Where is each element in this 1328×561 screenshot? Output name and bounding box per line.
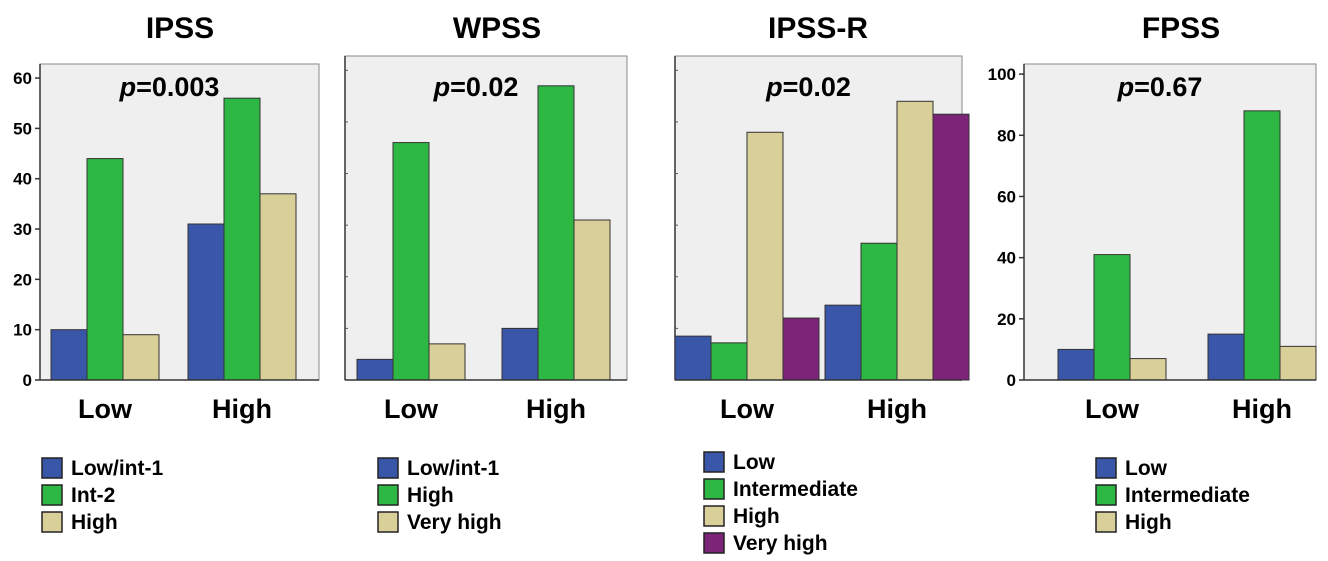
bar-high-1 (223, 97, 261, 381)
chart-title: WPSS (453, 12, 541, 45)
p-value-annotation: p=0.02 (433, 72, 519, 102)
y-tick-label: 20 (997, 310, 1016, 329)
bar-high-0 (1207, 333, 1245, 381)
legend: Low Intermediate High Very high (703, 451, 858, 555)
p-value-annotation: p=0.67 (1117, 72, 1203, 102)
legend-label: High (733, 505, 780, 528)
bar-low-3 (782, 317, 820, 381)
bar-high-1 (1243, 110, 1281, 381)
bar-high-2 (573, 219, 611, 381)
chart-panel-fpss: FPSS p=0.67 0 20 40 60 80 100 Low High Low Intermed… (988, 12, 1317, 534)
bar-high-2 (896, 100, 934, 381)
bar-low-1 (86, 158, 124, 381)
bar-high-0 (187, 223, 225, 381)
legend: Low/int-1 High Very high (377, 457, 502, 534)
legend-swatch (41, 484, 63, 506)
bar-low-1 (710, 342, 748, 381)
legend-swatch (377, 457, 399, 479)
x-tick-label: Low (1085, 394, 1140, 424)
y-tick-label: 0 (23, 371, 32, 390)
legend: Low/int-1 Int-2 High (41, 457, 163, 534)
bar-low-2 (746, 131, 784, 381)
legend-swatch (41, 457, 63, 479)
bar-high-0 (824, 304, 862, 381)
p-value-annotation: p=0.02 (765, 72, 851, 102)
legend: Low Intermediate High (1095, 457, 1250, 534)
chart-title: IPSS-R (768, 12, 868, 45)
legend-label: Intermediate (733, 478, 858, 501)
y-tick-label: 40 (13, 170, 32, 189)
legend-swatch (703, 532, 725, 554)
bar-high-1 (537, 85, 575, 381)
legend-label: Low/int-1 (71, 457, 163, 480)
chart-title: FPSS (1142, 12, 1220, 45)
legend-label: Intermediate (1125, 484, 1250, 507)
x-tick-label: High (867, 394, 927, 424)
y-tick-label: 10 (13, 321, 32, 340)
legend-swatch (1095, 457, 1117, 479)
bar-low-1 (1093, 254, 1131, 381)
y-tick-label: 60 (13, 69, 32, 88)
legend-swatch (377, 484, 399, 506)
legend-swatch (1095, 484, 1117, 506)
legend-label: High (407, 484, 454, 507)
chart-panel-wpss: WPSS p=0.02 Low High Low/int-1 High Very high (344, 12, 628, 534)
legend-swatch (1095, 511, 1117, 533)
bar-high-3 (932, 113, 970, 381)
legend-swatch (41, 511, 63, 533)
y-tick-label: 60 (997, 187, 1016, 206)
bar-low-1 (392, 142, 430, 381)
x-tick-label: High (526, 394, 586, 424)
legend-label: Int-2 (71, 484, 115, 507)
y-tick-label: 50 (13, 119, 32, 138)
bar-low-2 (428, 343, 466, 381)
legend-label: Very high (407, 511, 502, 534)
y-tick-label: 0 (1007, 371, 1016, 390)
y-tick-label: 30 (13, 220, 32, 239)
legend-label: High (1125, 511, 1172, 534)
bar-low-0 (674, 335, 712, 381)
bar-high-2 (259, 193, 297, 381)
x-tick-label: Low (384, 394, 439, 424)
y-tick-label: 20 (13, 270, 32, 289)
x-tick-label: Low (720, 394, 775, 424)
bar-high-1 (860, 242, 898, 381)
legend-swatch (377, 511, 399, 533)
chart-title: IPSS (146, 12, 214, 45)
chart-panel-ipss-r: IPSS-R p=0.02 Low High Low Intermediate High Ve… (674, 12, 970, 555)
y-tick-label: 100 (988, 65, 1016, 84)
legend-label: Very high (733, 532, 828, 555)
bar-low-0 (1057, 348, 1095, 381)
bar-low-2 (1129, 358, 1167, 381)
legend-swatch (703, 478, 725, 500)
bar-high-2 (1279, 345, 1317, 381)
legend-label: Low (733, 451, 776, 474)
p-value-annotation: p=0.003 (119, 72, 220, 102)
bar-low-2 (122, 334, 160, 381)
bar-low-0 (50, 329, 88, 381)
x-tick-label: High (1232, 394, 1292, 424)
bar-high-0 (501, 327, 539, 381)
legend-label: Low (1125, 457, 1168, 480)
y-tick-label: 40 (997, 249, 1016, 268)
x-tick-label: Low (78, 394, 133, 424)
legend-swatch (703, 451, 725, 473)
legend-label: Low/int-1 (407, 457, 499, 480)
x-tick-label: High (212, 394, 272, 424)
legend-label: High (71, 511, 118, 534)
legend-swatch (703, 505, 725, 527)
y-tick-label: 80 (997, 126, 1016, 145)
bar-low-0 (356, 358, 394, 381)
